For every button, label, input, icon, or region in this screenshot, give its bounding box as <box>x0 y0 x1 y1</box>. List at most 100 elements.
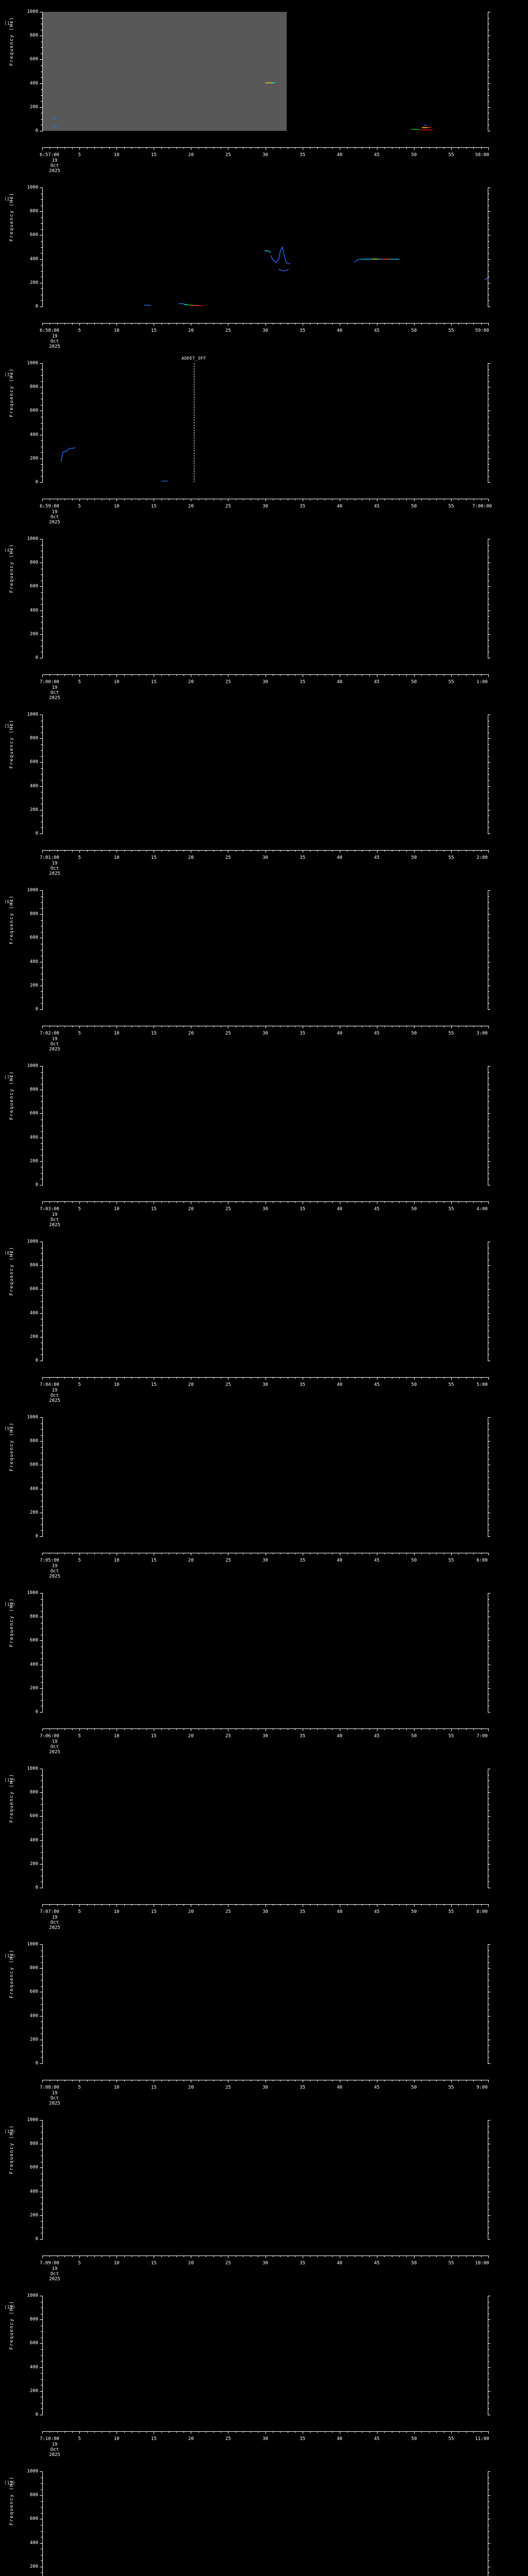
x-minor-tick <box>436 323 437 325</box>
x-minor-tick <box>87 323 88 325</box>
x-minor-tick <box>347 1553 348 1554</box>
y-major-tick <box>40 59 42 60</box>
y-minor-tick-right <box>488 827 489 828</box>
y-minor-tick <box>41 476 42 477</box>
frequency-trace <box>278 268 289 272</box>
x-major-tick <box>42 2080 43 2082</box>
x-major-tick <box>488 1377 489 1380</box>
x-minor-tick <box>428 1201 430 1203</box>
y-minor-tick <box>41 1530 42 1531</box>
y-major-tick <box>40 738 42 739</box>
y-minor-tick-right <box>488 1524 489 1525</box>
y-minor-tick <box>41 440 42 442</box>
y-minor-tick <box>41 2033 42 2035</box>
x-minor-tick <box>332 499 333 500</box>
x-minor-tick <box>317 2431 318 2433</box>
x-axis-date-stack: 19 Oct 2025 <box>44 1564 65 1579</box>
x-major-tick <box>42 1728 43 1731</box>
x-tick-label: 15 <box>151 152 157 158</box>
x-minor-tick <box>332 1377 333 1379</box>
y-minor-tick-right <box>488 2483 489 2484</box>
x-major-tick <box>414 850 415 853</box>
y-minor-tick-right <box>488 1283 489 1284</box>
y-major-tick <box>40 1289 42 1290</box>
y-axis-title: Frequency (Hz) <box>9 1773 14 1823</box>
x-minor-tick <box>399 499 400 500</box>
y-tick-label: 800 <box>29 2317 38 2323</box>
x-minor-tick <box>436 1728 437 1730</box>
plot-panel: 1000 800 600 400 200 0 Frequency (Hz) (4) 7:00:0… <box>0 527 528 703</box>
x-tick-label: 20 <box>188 1031 194 1036</box>
x-minor-tick <box>466 499 467 500</box>
panel-index-label: (5) <box>4 724 13 729</box>
x-tick-label: 5 <box>78 504 81 509</box>
y-major-tick <box>40 1113 42 1114</box>
x-minor-tick <box>146 1377 147 1379</box>
x-minor-tick <box>384 147 385 149</box>
x-minor-tick <box>369 850 370 852</box>
y-minor-tick-right <box>488 646 489 647</box>
x-tick-label: 5 <box>78 152 81 158</box>
x-major-tick <box>451 1201 452 1204</box>
x-minor-tick <box>317 147 318 149</box>
x-minor-tick <box>317 850 318 852</box>
x-tick-label: 50 <box>411 2085 417 2090</box>
y-axis-title: Frequency (Hz) <box>9 2125 14 2174</box>
y-minor-tick <box>41 270 42 272</box>
x-minor-tick <box>436 1377 437 1379</box>
x-major-tick <box>42 1026 43 1028</box>
y-minor-tick <box>41 931 42 933</box>
y-axis-spine-left <box>42 1066 43 1185</box>
y-minor-tick-right <box>488 2227 489 2228</box>
x-minor-tick <box>317 1201 318 1203</box>
y-tick-label: 0 <box>35 1885 38 1890</box>
y-minor-tick-right <box>488 2337 489 2338</box>
date-line: Oct <box>50 163 59 168</box>
x-tick-label: 15 <box>151 1031 157 1036</box>
x-tick-label: 55 <box>448 680 454 685</box>
y-minor-tick-right <box>488 1447 489 1448</box>
x-minor-tick <box>399 1904 400 1906</box>
x-minor-tick <box>57 1904 58 1906</box>
date-line: 19 <box>52 158 58 163</box>
x-tick-label-end: 58:00 <box>475 152 489 158</box>
x-tick-label-end: 59:00 <box>475 328 489 333</box>
y-minor-tick <box>41 1682 42 1683</box>
x-minor-tick <box>369 1026 370 1027</box>
x-minor-tick <box>87 850 88 852</box>
x-minor-tick <box>369 1201 370 1203</box>
x-tick-label: 25 <box>225 328 231 333</box>
y-major-tick <box>40 1009 42 1010</box>
y-tick-label: 400 <box>29 783 38 789</box>
x-tick-label: 15 <box>151 504 157 509</box>
x-tick-label-start: 6:57:00 <box>40 152 59 158</box>
y-major-tick-right <box>488 2495 490 2496</box>
x-minor-tick <box>161 674 162 676</box>
panel-index-label: (8) <box>4 1251 13 1256</box>
y-major-tick-right <box>488 1712 490 1713</box>
x-tick-label: 20 <box>188 1909 194 1914</box>
y-major-tick <box>40 83 42 84</box>
x-major-tick <box>414 323 415 326</box>
y-minor-tick-right <box>488 1173 489 1174</box>
y-minor-tick <box>41 2004 42 2005</box>
y-minor-tick-right <box>488 452 489 453</box>
x-minor-tick <box>72 323 73 325</box>
x-minor-tick <box>109 323 110 325</box>
x-tick-label-end: 6:00 <box>476 1558 488 1563</box>
y-minor-tick <box>41 908 42 909</box>
y-minor-tick <box>41 1277 42 1278</box>
x-minor-tick <box>399 2431 400 2433</box>
y-tick-label: 0 <box>35 2236 38 2242</box>
y-major-tick-right <box>488 890 490 891</box>
y-major-tick-right <box>488 586 490 587</box>
trace-layer <box>52 82 433 130</box>
y-tick-label: 1000 <box>27 185 38 190</box>
y-axis-title: Frequency (Hz) <box>9 1246 14 1296</box>
x-tick-label: 25 <box>225 2436 231 2442</box>
x-minor-tick <box>428 850 430 852</box>
y-minor-tick <box>41 827 42 828</box>
y-minor-tick-right <box>488 2355 489 2356</box>
x-minor-tick <box>399 1728 400 1730</box>
x-tick-label: 20 <box>188 2436 194 2442</box>
